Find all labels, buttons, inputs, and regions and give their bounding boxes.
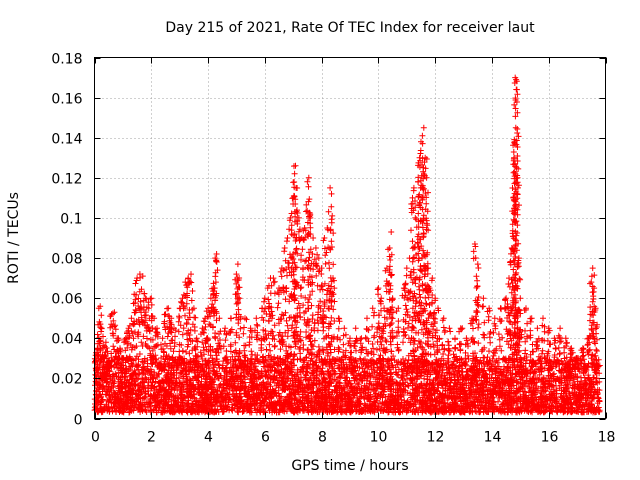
data-point [142,393,149,400]
data-point [142,390,148,397]
data-point [255,369,262,375]
data-point [489,371,495,378]
chart-title: Day 215 of 2021, Rate Of TEC Index for r… [165,20,535,36]
data-point [367,373,374,380]
data-point [489,355,496,362]
data-point [427,364,434,371]
grid-layer [94,57,606,419]
data-point [383,370,389,376]
data-point [421,375,428,382]
data-point [303,368,310,375]
data-points [91,74,603,416]
data-point [272,367,279,374]
data-point [307,357,314,364]
data-point [476,409,483,416]
data-point [488,394,495,401]
